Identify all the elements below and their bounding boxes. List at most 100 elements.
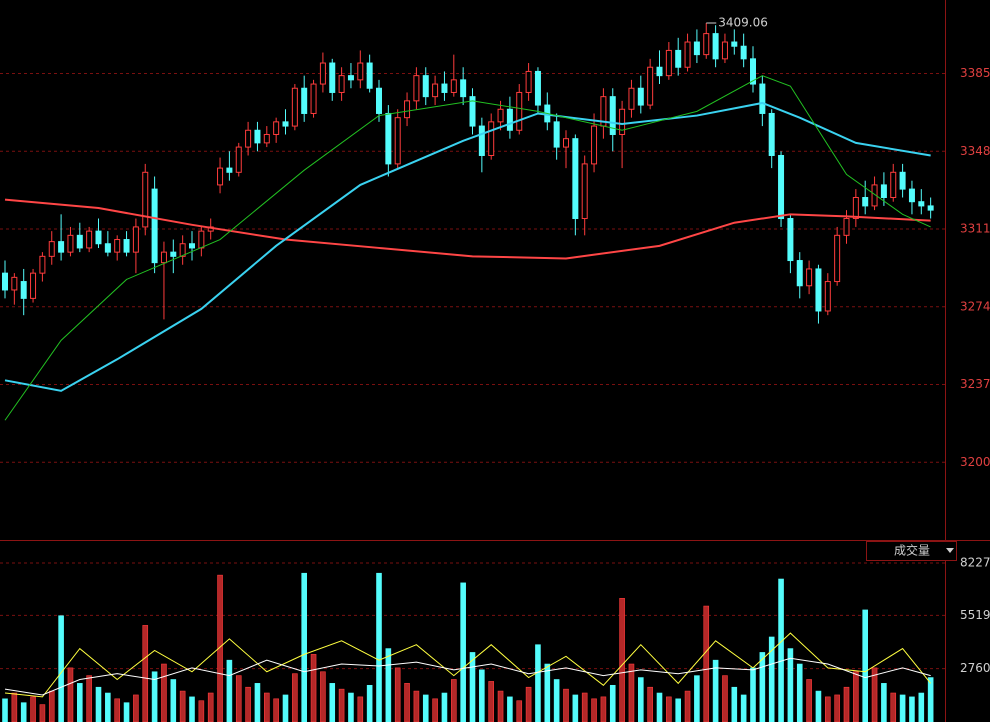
candle-body	[890, 171, 897, 199]
volume-bar	[544, 663, 551, 722]
volume-bar	[67, 667, 74, 722]
volume-bar	[731, 686, 738, 722]
candle-body	[628, 87, 635, 110]
candle-body	[282, 121, 289, 127]
volume-bar	[628, 663, 635, 722]
candle-body	[114, 239, 121, 253]
volume-bar	[198, 700, 205, 722]
candle-body	[376, 87, 382, 114]
volume-bar	[282, 694, 289, 722]
volume-bar	[899, 694, 906, 722]
candle-body	[684, 41, 691, 68]
volume-bar	[48, 690, 55, 722]
candle-body	[843, 218, 850, 236]
volume-bar	[862, 609, 869, 722]
candle-body	[619, 108, 626, 135]
candle-body	[665, 49, 672, 77]
moving-average	[4, 198, 931, 260]
volume-bar	[890, 692, 897, 722]
candle-body	[591, 125, 598, 165]
y-tick-label: 3200	[960, 455, 990, 469]
volume-bar	[329, 683, 336, 722]
volume-bar	[703, 605, 710, 722]
candle-body	[927, 205, 934, 211]
volume-bar	[563, 688, 569, 722]
volume-bar	[469, 652, 476, 722]
volume-bar	[441, 692, 448, 722]
candle-body	[301, 87, 308, 114]
volume-bar	[806, 679, 812, 722]
volume-bar	[292, 673, 298, 722]
candle-body	[39, 255, 46, 274]
candle-body	[217, 167, 224, 186]
volume-bar	[348, 692, 354, 722]
candle-body	[572, 138, 579, 220]
volume-bar	[11, 692, 18, 722]
candle-body	[347, 75, 354, 81]
volume-bar	[479, 669, 485, 722]
volume-bar	[535, 644, 541, 722]
volume-bar	[77, 683, 83, 722]
volume-selector[interactable]	[866, 541, 957, 561]
volume-title: 成交量	[894, 543, 930, 558]
candle-body	[58, 241, 65, 253]
candle-body	[787, 218, 794, 262]
candle-body	[712, 33, 719, 60]
volume-bar	[637, 677, 644, 722]
candle-body	[123, 239, 130, 253]
candle-body	[525, 70, 532, 93]
candle-body	[142, 171, 149, 228]
candle-body	[132, 226, 139, 253]
candle-body	[273, 121, 280, 135]
volume-bar	[189, 696, 195, 722]
volume-bar	[740, 694, 747, 722]
volume-bar	[151, 671, 158, 722]
candle-body	[338, 75, 345, 93]
volume-bar	[815, 690, 822, 722]
candle-body	[179, 243, 186, 257]
moving-average	[4, 75, 931, 421]
candle-body	[534, 70, 541, 106]
candle-body	[497, 108, 504, 123]
volume-bar	[95, 686, 102, 722]
max-label: 3409.06	[718, 15, 768, 29]
volume-bar	[2, 698, 8, 722]
volume-bar	[609, 684, 616, 722]
volume-bar	[656, 692, 663, 722]
candle-body	[815, 268, 822, 312]
candle-body	[516, 91, 523, 131]
volume-bar	[581, 692, 588, 722]
volume-bar	[273, 698, 279, 722]
volume-bar	[385, 648, 392, 722]
candle-body	[469, 96, 476, 127]
volume-bar	[600, 696, 607, 722]
candle-body	[226, 167, 233, 173]
candle-body	[67, 234, 74, 253]
volume-bar	[320, 671, 326, 722]
volume-bar	[404, 683, 410, 722]
volume-bar	[647, 686, 653, 722]
candle-body	[899, 171, 906, 190]
candle-body	[581, 163, 588, 220]
y-tick-label: 3237	[960, 377, 990, 391]
candle-body	[506, 108, 513, 131]
dropdown-arrow[interactable]	[946, 548, 954, 553]
candle-body	[291, 87, 298, 127]
candle-body	[263, 133, 270, 144]
candle-body	[460, 79, 467, 98]
volume-bar	[161, 663, 167, 722]
candle-body	[553, 121, 560, 148]
candle-body	[432, 83, 439, 98]
candle-body	[918, 201, 925, 207]
volume-bar	[834, 694, 840, 722]
volume-bar	[310, 654, 317, 722]
volume-bar	[881, 683, 887, 722]
candle-body	[394, 117, 401, 165]
candle-body	[329, 62, 336, 93]
volume-bar	[235, 675, 242, 722]
volume-bar	[301, 572, 308, 722]
candle-body	[151, 188, 158, 264]
volume-bar	[86, 675, 92, 722]
